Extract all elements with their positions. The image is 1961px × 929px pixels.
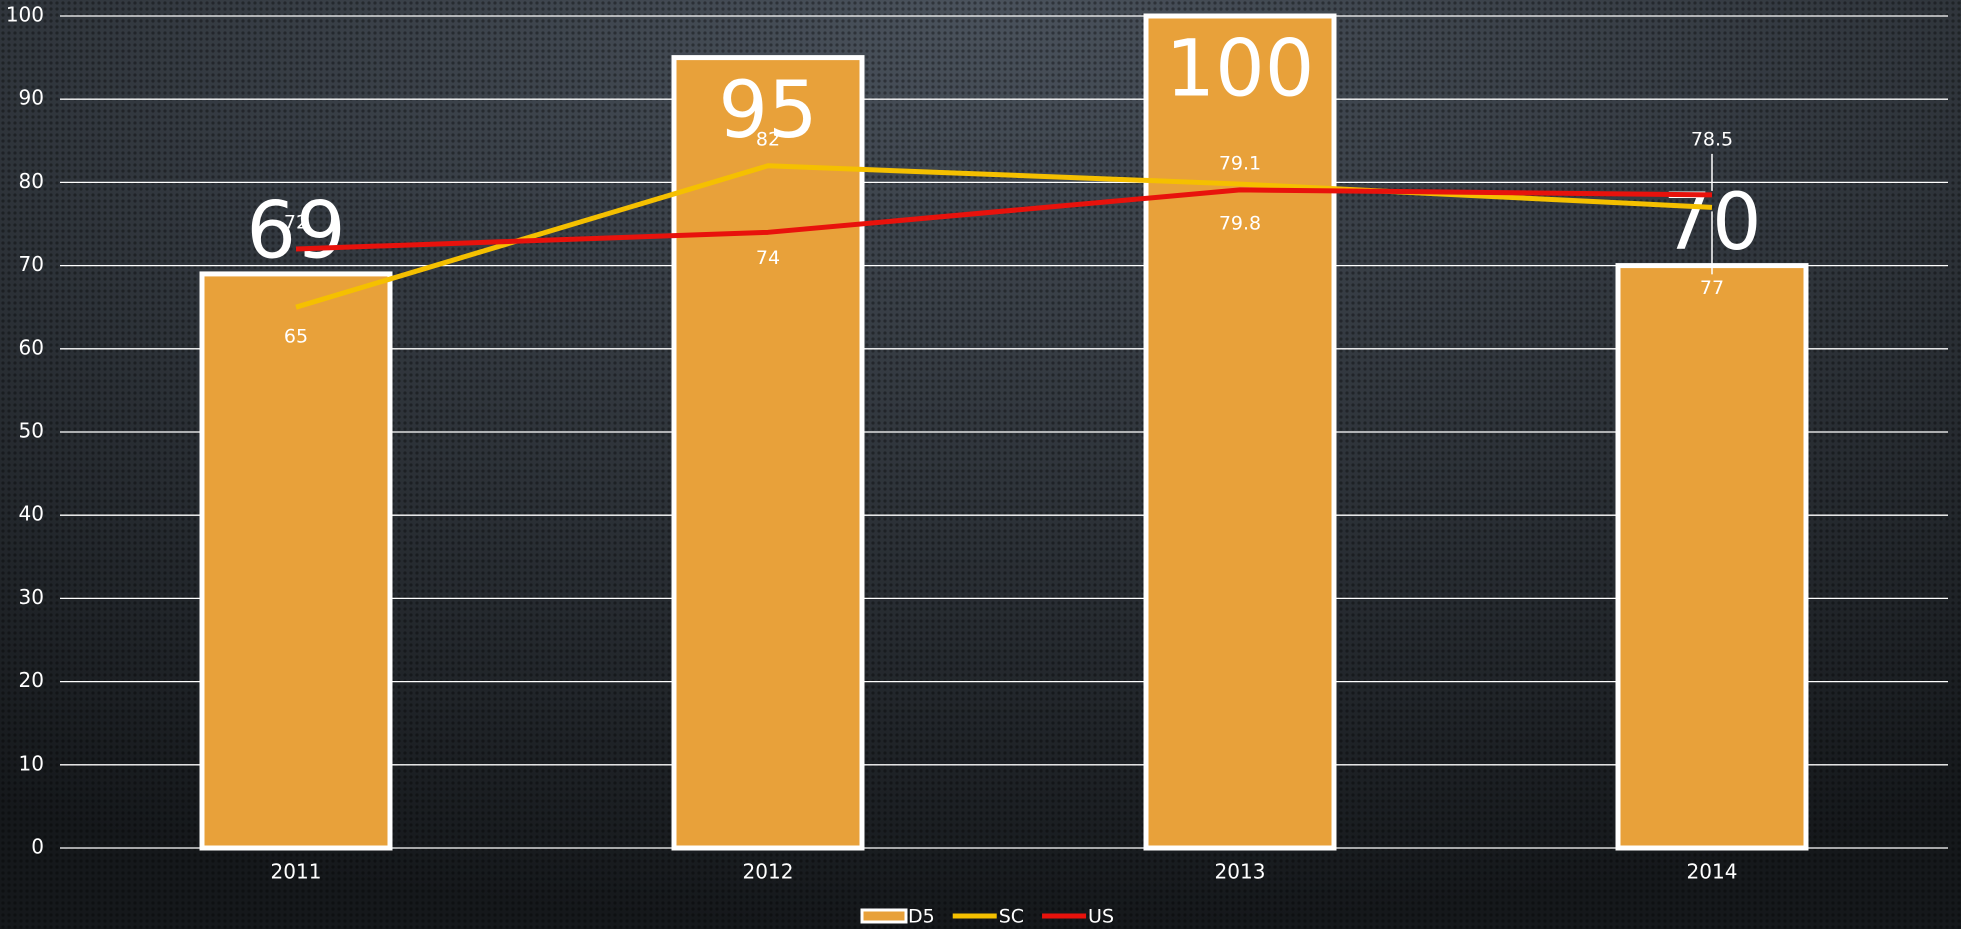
bar [1143,13,1337,851]
data-label: 82 [756,128,780,150]
legend-swatch [860,908,908,924]
x-tick-label: 2012 [743,860,794,884]
line-series [295,187,1713,252]
data-label: 79.1 [1219,152,1261,174]
x-tick-label: 2014 [1687,860,1738,884]
y-tick-label: 70 [19,252,44,276]
bar [1615,263,1809,851]
bar [671,55,865,851]
data-label: 69 [246,186,345,276]
y-tick-label: 40 [19,502,44,526]
data-label: 77 [1700,277,1724,299]
legend-label: SC [999,906,1024,928]
y-tick-label: 30 [19,585,44,609]
data-label: 78.5 [1691,128,1733,150]
y-tick-label: 20 [19,668,44,692]
data-label: 74 [756,247,780,269]
y-tick-label: 60 [19,335,44,359]
y-tick-label: 50 [19,419,44,443]
x-tick-label: 2011 [271,860,322,884]
data-label: 95 [718,66,817,156]
data-label: 65 [284,326,308,348]
data-label: 79.8 [1219,213,1261,235]
data-label: 72 [284,211,308,233]
data-label: 100 [1166,24,1315,114]
legend-label: US [1088,906,1114,928]
line-series [295,163,1713,310]
y-tick-label: 0 [31,835,44,859]
x-tick-label: 2013 [1215,860,1266,884]
y-tick-label: 100 [6,3,44,27]
y-tick-label: 90 [19,86,44,110]
y-tick-label: 80 [19,169,44,193]
bar [199,271,393,851]
y-tick-label: 10 [19,751,44,775]
legend-label: D5 [908,906,935,928]
